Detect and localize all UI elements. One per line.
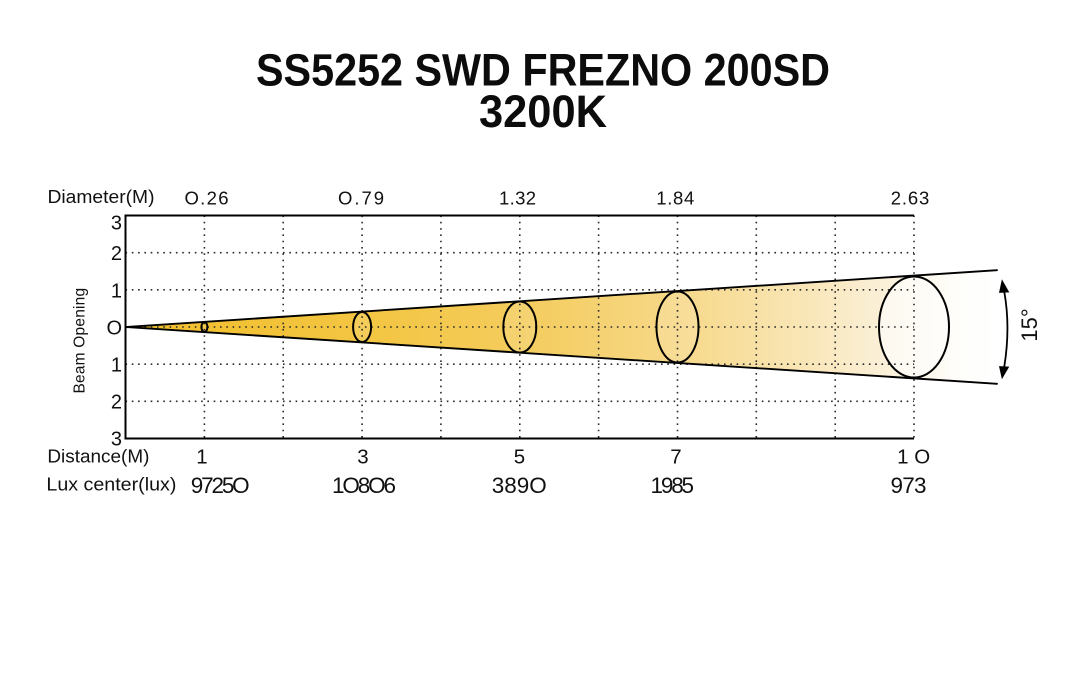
svg-text:15°: 15° [1017, 308, 1042, 341]
svg-text:O.26: O.26 [185, 188, 229, 209]
svg-text:Lux center(lux): Lux center(lux) [46, 475, 176, 495]
svg-text:SS5252 SWD FREZNO 200SD: SS5252 SWD FREZNO 200SD [256, 45, 830, 96]
svg-text:Beam Opening: Beam Opening [72, 288, 89, 394]
svg-text:1.84: 1.84 [656, 188, 694, 209]
svg-text:973: 973 [891, 473, 927, 498]
svg-text:5: 5 [514, 445, 525, 468]
svg-text:O.79: O.79 [338, 188, 384, 209]
svg-text:3200K: 3200K [479, 86, 607, 137]
svg-text:2: 2 [111, 392, 122, 414]
svg-text:9725O: 9725O [191, 473, 250, 498]
svg-text:3: 3 [357, 445, 368, 468]
svg-text:O: O [106, 317, 122, 339]
svg-text:1: 1 [111, 355, 122, 377]
svg-text:2: 2 [111, 243, 122, 265]
svg-text:7: 7 [670, 445, 681, 468]
svg-text:1: 1 [196, 445, 207, 468]
svg-text:1 O: 1 O [897, 445, 930, 468]
svg-text:1985: 1985 [651, 473, 695, 498]
svg-text:Diameter(M): Diameter(M) [48, 187, 155, 207]
svg-text:1: 1 [111, 281, 122, 303]
svg-text:2.63: 2.63 [891, 188, 930, 209]
svg-text:1O8O6: 1O8O6 [332, 473, 396, 498]
svg-text:Distance(M): Distance(M) [47, 446, 149, 466]
svg-text:389O: 389O [492, 473, 547, 498]
svg-text:1.32: 1.32 [499, 188, 536, 209]
svg-text:3: 3 [111, 213, 122, 235]
svg-text:3: 3 [111, 428, 122, 450]
